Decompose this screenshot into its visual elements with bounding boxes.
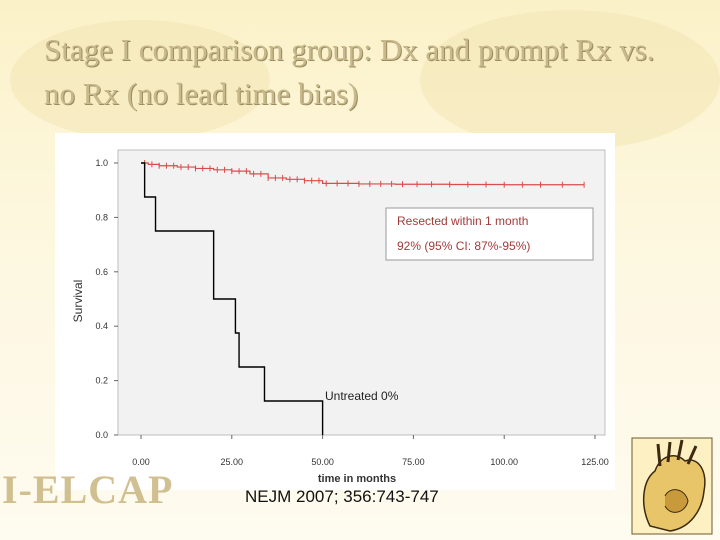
world-map-decoration (420, 10, 720, 150)
y-tick-label: 0.0 (95, 430, 108, 440)
resected-annotation-label: Resected within 1 month (397, 214, 528, 228)
i-elcap-logo: I-ELCAP (2, 467, 174, 512)
y-tick-label: 0.4 (95, 321, 108, 331)
x-tick-label: 100.00 (490, 457, 518, 467)
annotation-box (385, 207, 594, 261)
chart-panel: 0.0 0.2 0.4 0.6 0.8 1.0 0.00 25.00 50.00 75.00 100… (55, 133, 615, 490)
heart-illustration-icon (631, 437, 713, 535)
world-map-decoration (10, 20, 270, 140)
resected-annotation-stat: 92% (95% CI: 87%-95%) (397, 239, 530, 253)
slide-title: Stage I comparison group: Dx and prompt … (44, 32, 655, 111)
x-tick-label: 50.00 (311, 457, 334, 467)
x-tick-label: 75.00 (402, 457, 425, 467)
series-untreated-line (141, 162, 324, 435)
x-tick-label: 125.00 (581, 457, 609, 467)
y-tick-label: 1.0 (95, 158, 108, 168)
y-tick-label: 0.6 (95, 267, 108, 277)
x-axis-label: time in months (318, 473, 396, 485)
untreated-annotation: Untreated 0% (325, 389, 399, 403)
x-tick-label: 0.00 (132, 457, 150, 467)
y-tick-label: 0.2 (95, 376, 108, 386)
citation: NEJM 2007; 356:743-747 (245, 487, 439, 506)
plot-area (117, 149, 606, 436)
x-tick-label: 25.00 (221, 457, 244, 467)
y-axis-label: Survival (71, 280, 85, 323)
survival-chart: 0.0 0.2 0.4 0.6 0.8 1.0 0.00 25.00 50.00 75.00 100… (71, 149, 609, 485)
y-tick-label: 0.8 (95, 212, 108, 222)
